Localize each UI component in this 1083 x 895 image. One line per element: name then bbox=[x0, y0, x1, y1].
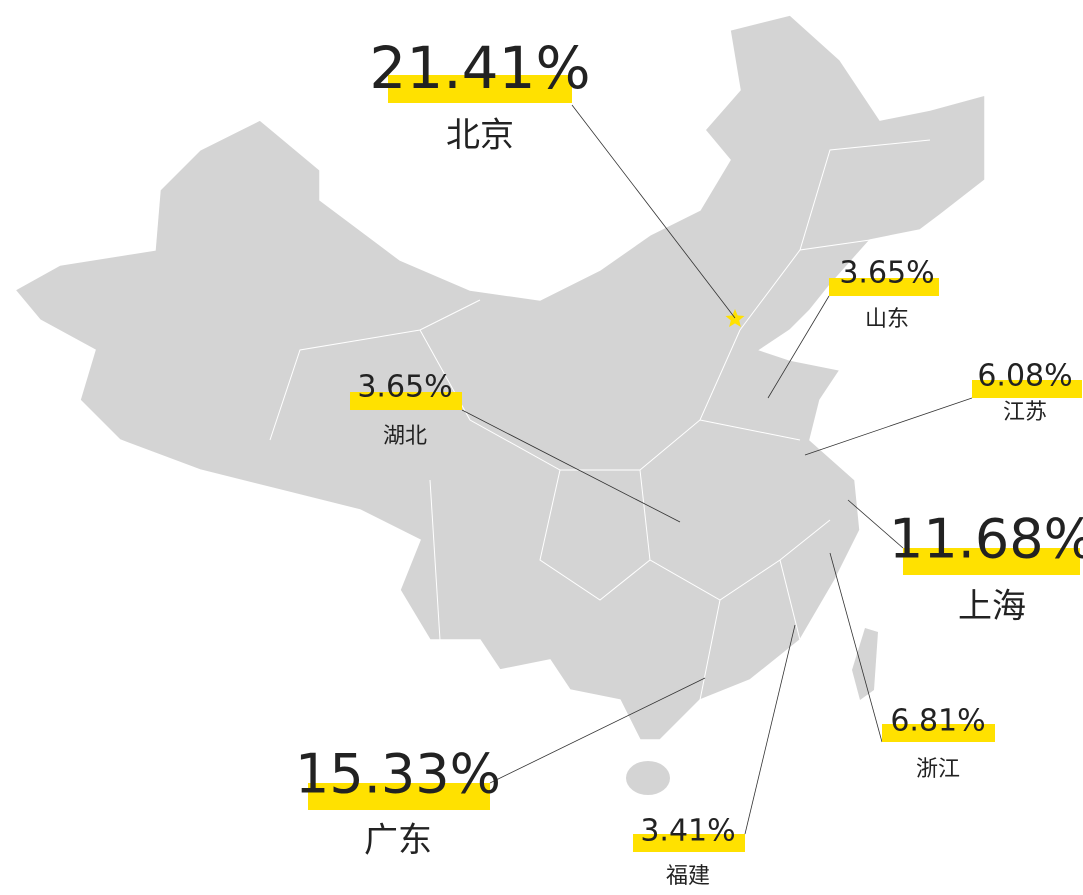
highlight-bar bbox=[633, 834, 745, 852]
callout-value: 3.65% bbox=[357, 370, 452, 405]
highlight-bar bbox=[882, 724, 995, 742]
country-shape bbox=[13, 14, 986, 741]
callout-value: 3.65% bbox=[839, 256, 934, 291]
province-borders bbox=[269, 139, 931, 701]
callout-value: 3.41% bbox=[640, 814, 735, 849]
leader-line bbox=[744, 624, 796, 835]
taiwan bbox=[852, 628, 878, 700]
highlight-bar bbox=[308, 783, 490, 810]
leader-line bbox=[461, 409, 681, 523]
leader-line bbox=[571, 104, 736, 319]
callout-name: 江苏 bbox=[1003, 400, 1047, 425]
leader-line bbox=[489, 677, 706, 784]
callout-name: 山东 bbox=[865, 307, 909, 332]
leader-line bbox=[767, 295, 830, 399]
callout-value: 15.33% bbox=[295, 743, 501, 806]
leader-line bbox=[847, 499, 904, 549]
highlight-bar bbox=[388, 75, 572, 103]
leader-line bbox=[804, 397, 973, 456]
callout-name: 福建 bbox=[666, 864, 710, 889]
callout-value: 6.08% bbox=[977, 359, 1072, 394]
highlight-bar bbox=[350, 392, 462, 410]
callout-value: 6.81% bbox=[890, 704, 985, 739]
highlight-bar bbox=[972, 380, 1082, 398]
callout-name: 湖北 bbox=[383, 424, 427, 449]
callout-name: 浙江 bbox=[916, 757, 960, 782]
callout-value: 11.68% bbox=[889, 508, 1083, 571]
callout-name: 北京 bbox=[446, 116, 514, 156]
hainan bbox=[626, 761, 670, 795]
highlight-bar bbox=[829, 278, 939, 296]
leader-line bbox=[829, 552, 883, 743]
highlight-bar bbox=[903, 548, 1080, 575]
callout-name: 广东 bbox=[364, 821, 432, 861]
callout-value: 21.41% bbox=[369, 34, 590, 102]
callout-name: 上海 bbox=[958, 587, 1026, 627]
